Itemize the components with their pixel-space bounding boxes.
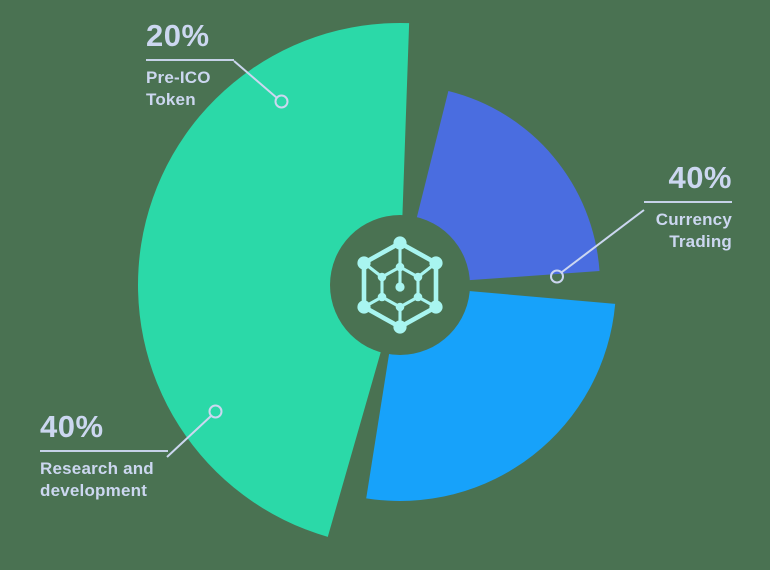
callout-rule-preico — [146, 58, 234, 61]
leader-dot-currency — [550, 269, 564, 284]
blockchain-node-hexagon-icon — [357, 236, 443, 334]
leader-dot-research — [208, 404, 223, 419]
callout-label-research[interactable]: 40% Research and development — [40, 409, 168, 503]
leader-line-research — [166, 415, 212, 458]
callout-name-research: Research and development — [40, 458, 154, 501]
callout-name-preico: Pre-ICO Token — [146, 67, 211, 110]
callout-rule-research — [40, 449, 168, 452]
callout-name-currency: Currency Trading — [655, 209, 732, 252]
callout-label-currency[interactable]: 40% Currency Trading — [556, 160, 732, 254]
callout-percent-preico: 20% — [146, 18, 210, 53]
pie-slice-research[interactable] — [138, 23, 410, 537]
leader-dot-preico — [274, 94, 289, 109]
leader-line-currency — [561, 209, 645, 273]
callout-percent-research: 40% — [40, 409, 104, 444]
leader-line-preico — [233, 60, 278, 99]
callout-percent-currency: 40% — [668, 160, 732, 195]
callout-rule-currency — [644, 200, 732, 203]
callout-label-preico[interactable]: 20% Pre-ICO Token — [146, 18, 234, 112]
